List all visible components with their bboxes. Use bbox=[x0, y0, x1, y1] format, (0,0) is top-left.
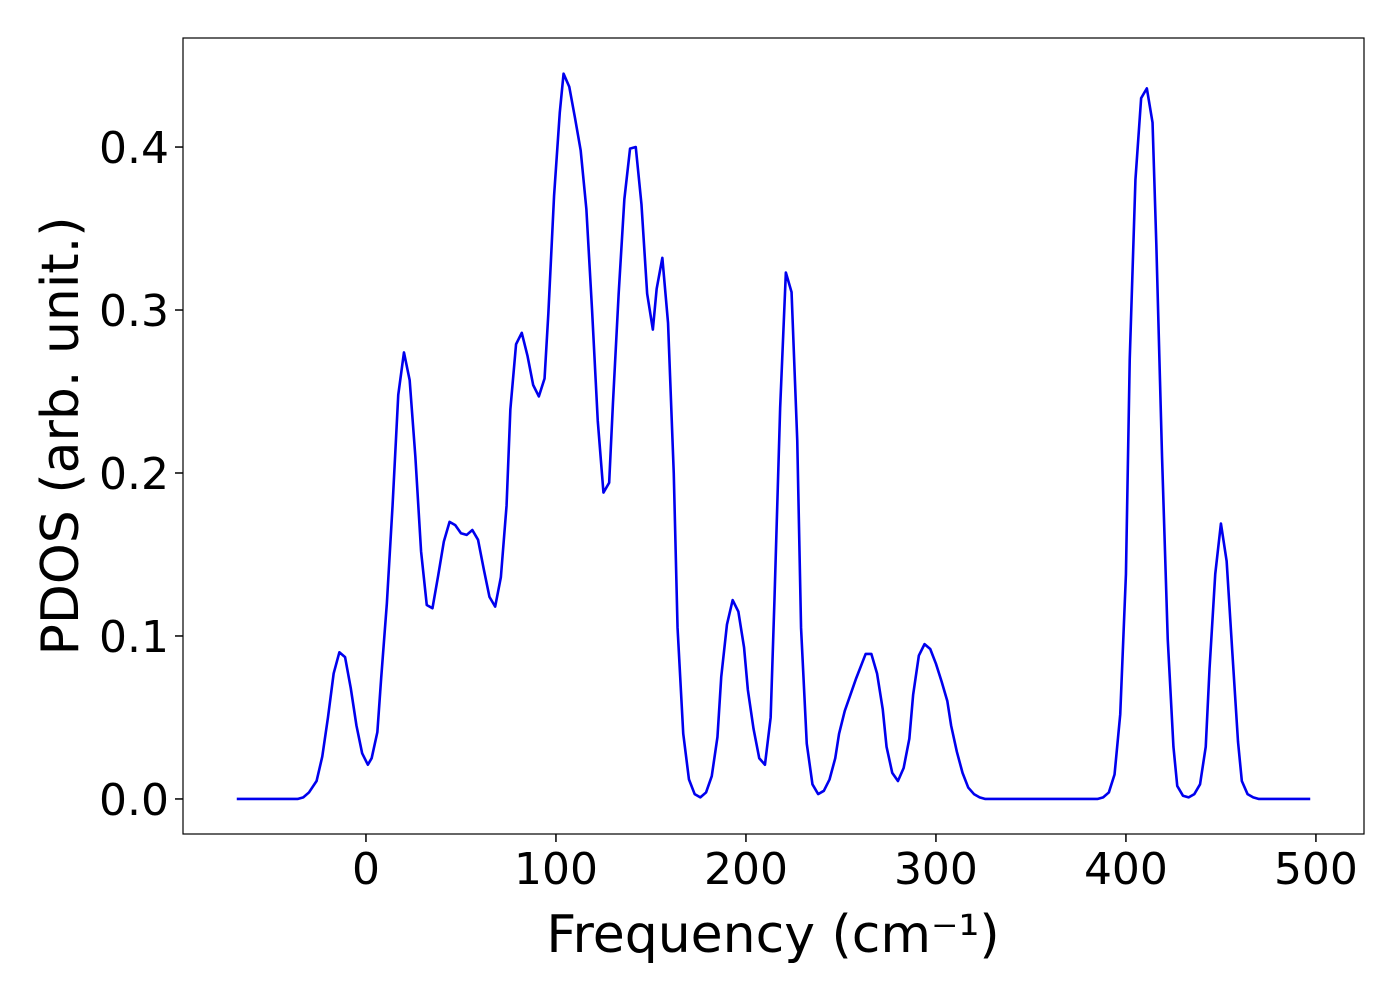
x-tick-label: 400 bbox=[1084, 844, 1168, 895]
x-tick-label: 0 bbox=[352, 844, 380, 895]
x-tick-label: 300 bbox=[894, 844, 978, 895]
plot-frame bbox=[182, 37, 1365, 835]
y-tick-label: 0.0 bbox=[99, 775, 169, 826]
y-tick-label: 0.2 bbox=[99, 449, 169, 500]
x-tick-label: 200 bbox=[704, 844, 788, 895]
y-tick-label: 0.1 bbox=[99, 612, 169, 663]
y-axis-label: PDOS (arb. unit.) bbox=[31, 216, 91, 655]
x-tick-label: 100 bbox=[514, 844, 598, 895]
y-tick-label: 0.3 bbox=[99, 286, 169, 337]
x-tick-label: 500 bbox=[1274, 844, 1358, 895]
x-axis-label: Frequency (cm⁻¹) bbox=[546, 905, 999, 965]
y-tick-label: 0.4 bbox=[99, 123, 169, 174]
data-line bbox=[236, 72, 1311, 801]
